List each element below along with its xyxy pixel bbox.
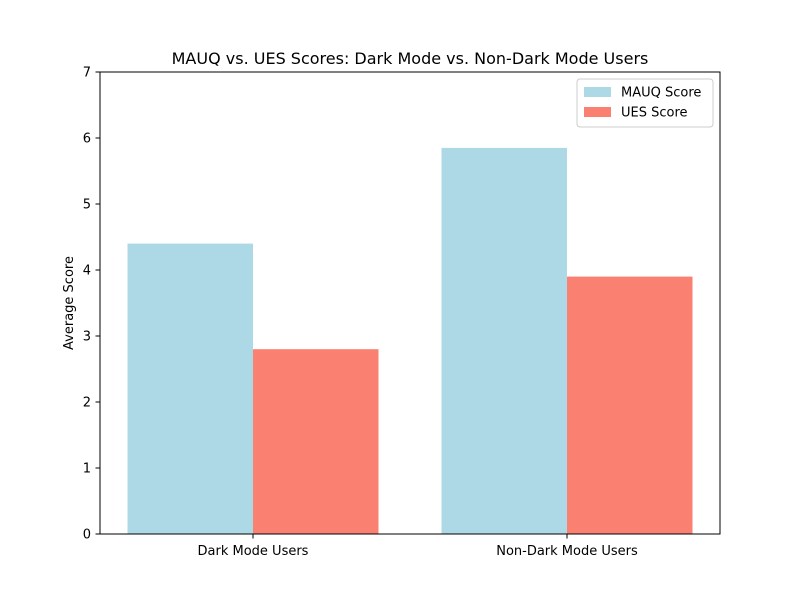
y-tick-label: 7 xyxy=(83,66,91,81)
legend-swatch xyxy=(584,107,611,117)
x-axis-ticks: Dark Mode Users Non-Dark Mode Users xyxy=(198,534,638,559)
bar-ues-0 xyxy=(253,349,379,534)
y-tick-label: 2 xyxy=(83,396,91,411)
plot-frame xyxy=(99,71,721,535)
chart-title: MAUQ vs. UES Scores: Dark Mode vs. Non-D… xyxy=(172,49,649,68)
y-tick-label: 3 xyxy=(83,330,91,345)
y-tick-label: 6 xyxy=(83,132,91,147)
bar-mauq-0 xyxy=(127,243,253,534)
legend-label: MAUQ Score xyxy=(621,86,701,101)
x-tick-label: Non-Dark Mode Users xyxy=(496,544,638,559)
legend: MAUQ Score UES Score xyxy=(576,78,714,128)
y-tick-label: 1 xyxy=(83,462,91,477)
bar-mauq-1 xyxy=(441,147,567,534)
y-tick-label: 4 xyxy=(83,264,91,279)
legend-swatch xyxy=(584,87,611,97)
y-axis-ticks: 0 1 2 3 4 5 6 7 xyxy=(83,66,100,543)
x-tick-label: Dark Mode Users xyxy=(198,544,309,559)
bars-layer xyxy=(127,147,693,534)
y-tick-label: 0 xyxy=(83,528,91,543)
bar-ues-1 xyxy=(567,276,693,534)
axes-layer xyxy=(99,71,721,535)
y-axis-label: Average Score xyxy=(62,256,77,350)
y-tick-label: 5 xyxy=(83,198,91,213)
legend-label: UES Score xyxy=(621,106,688,121)
